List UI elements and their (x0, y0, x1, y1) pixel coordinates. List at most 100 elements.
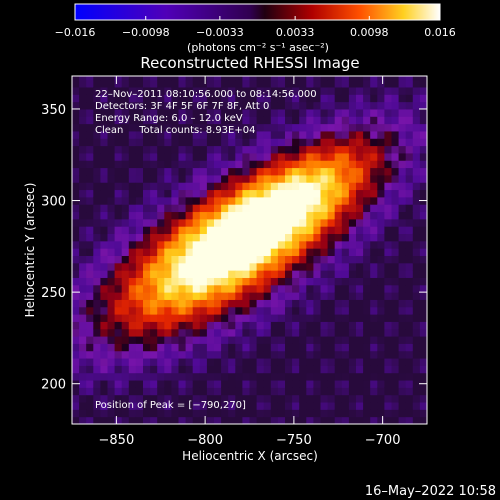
heatmap-cell (178, 240, 187, 249)
heatmap-cell (348, 262, 357, 271)
heatmap-cell (299, 270, 307, 278)
heatmap-cell (143, 284, 151, 293)
heatmap-cell (419, 240, 427, 249)
heatmap-cell (348, 314, 357, 322)
heatmap-cell (285, 262, 293, 271)
heatmap-cell (228, 328, 236, 337)
heatmap-cell (206, 152, 215, 161)
heatmap-cell (121, 240, 130, 249)
heatmap-cell (277, 306, 286, 315)
heatmap-cell (107, 152, 116, 161)
heatmap-cell (164, 314, 172, 322)
heatmap-cell (327, 270, 336, 278)
heatmap-cell (270, 240, 279, 249)
heatmap-cell (306, 284, 314, 293)
colorbar-unit-label: (photons cm⁻² s⁻¹ asec⁻²) (187, 41, 329, 54)
heatmap-cell (100, 248, 108, 256)
heatmap-cell (178, 328, 187, 337)
heatmap-cell (206, 101, 215, 110)
heatmap-cell (72, 387, 80, 396)
heatmap-cell (143, 94, 151, 103)
heatmap-cell (135, 358, 144, 366)
heatmap-cell (391, 372, 400, 381)
heatmap-cell (157, 277, 165, 286)
heatmap-cell (199, 306, 208, 315)
heatmap-cell (235, 409, 243, 418)
heatmap-cell (285, 358, 293, 366)
heatmap-cell (391, 218, 400, 227)
heatmap-cell (114, 387, 123, 396)
heatmap-cell (256, 167, 265, 176)
heatmap-cell (214, 152, 222, 161)
heatmap-cell (285, 138, 293, 147)
heatmap-cell (292, 116, 300, 125)
heatmap-cell (256, 152, 265, 161)
heatmap-cell (363, 402, 371, 410)
heatmap-cell (348, 196, 357, 205)
heatmap-cell (292, 211, 300, 220)
heatmap-cell (79, 299, 87, 308)
heatmap-cell (356, 358, 364, 366)
heatmap-cell (306, 160, 314, 169)
heatmap-cell (114, 343, 123, 352)
heatmap-cell (171, 277, 179, 286)
heatmap-cell (334, 152, 343, 161)
heatmap-cell (327, 116, 336, 125)
heatmap-cell (221, 372, 229, 381)
heatmap-cell (128, 182, 137, 191)
heatmap-cell (370, 123, 378, 132)
heatmap-cell (206, 167, 215, 176)
heatmap-cell (398, 196, 407, 205)
heatmap-cell (192, 218, 201, 227)
heatmap-cell (285, 182, 293, 191)
heatmap-cell (86, 336, 94, 344)
heatmap-cell (391, 321, 400, 330)
heatmap-cell (185, 189, 194, 198)
heatmap-cell (242, 196, 250, 205)
heatmap-cell (391, 292, 400, 300)
heatmap-cell (348, 416, 357, 424)
heatmap-cell (242, 94, 250, 103)
heatmap-cell (199, 182, 208, 191)
heatmap-cell (192, 233, 201, 242)
heatmap-cell (320, 321, 329, 330)
heatmap-cell (128, 167, 137, 176)
heatmap-cell (185, 343, 194, 352)
heatmap-cell (221, 321, 229, 330)
heatmap-cell (114, 226, 123, 235)
heatmap-cell (228, 130, 236, 139)
heatmap-cell (242, 292, 250, 300)
heatmap-cell (150, 130, 158, 139)
heatmap-cell (292, 402, 300, 410)
heatmap-cell (391, 336, 400, 344)
heatmap-cell (192, 380, 201, 388)
heatmap-cell (79, 284, 87, 293)
heatmap-cell (391, 416, 400, 424)
heatmap-cell (313, 387, 321, 396)
heatmap-cell (128, 145, 137, 154)
heatmap-cell (93, 218, 101, 227)
heatmap-cell (256, 394, 265, 403)
heatmap-cell (214, 372, 222, 381)
heatmap-cell (93, 174, 101, 183)
heatmap-cell (334, 321, 343, 330)
heatmap-cell (348, 350, 357, 359)
heatmap-cell (199, 233, 208, 242)
heatmap-cell (270, 145, 279, 154)
heatmap-cell (107, 204, 116, 213)
heatmap-cell (405, 321, 414, 330)
heatmap-cell (263, 306, 272, 315)
heatmap-cell (270, 108, 279, 117)
heatmap-cell (405, 314, 414, 322)
heatmap-cell (72, 123, 80, 132)
heatmap-cell (157, 409, 165, 418)
heatmap-cell (185, 108, 194, 117)
heatmap-cell (320, 314, 329, 322)
heatmap-cell (341, 343, 350, 352)
heatmap-cell (206, 380, 215, 388)
heatmap-cell (270, 262, 279, 271)
heatmap-cell (107, 94, 116, 103)
heatmap-cell (391, 160, 400, 169)
heatmap-cell (263, 86, 272, 95)
heatmap-cell (114, 358, 123, 366)
